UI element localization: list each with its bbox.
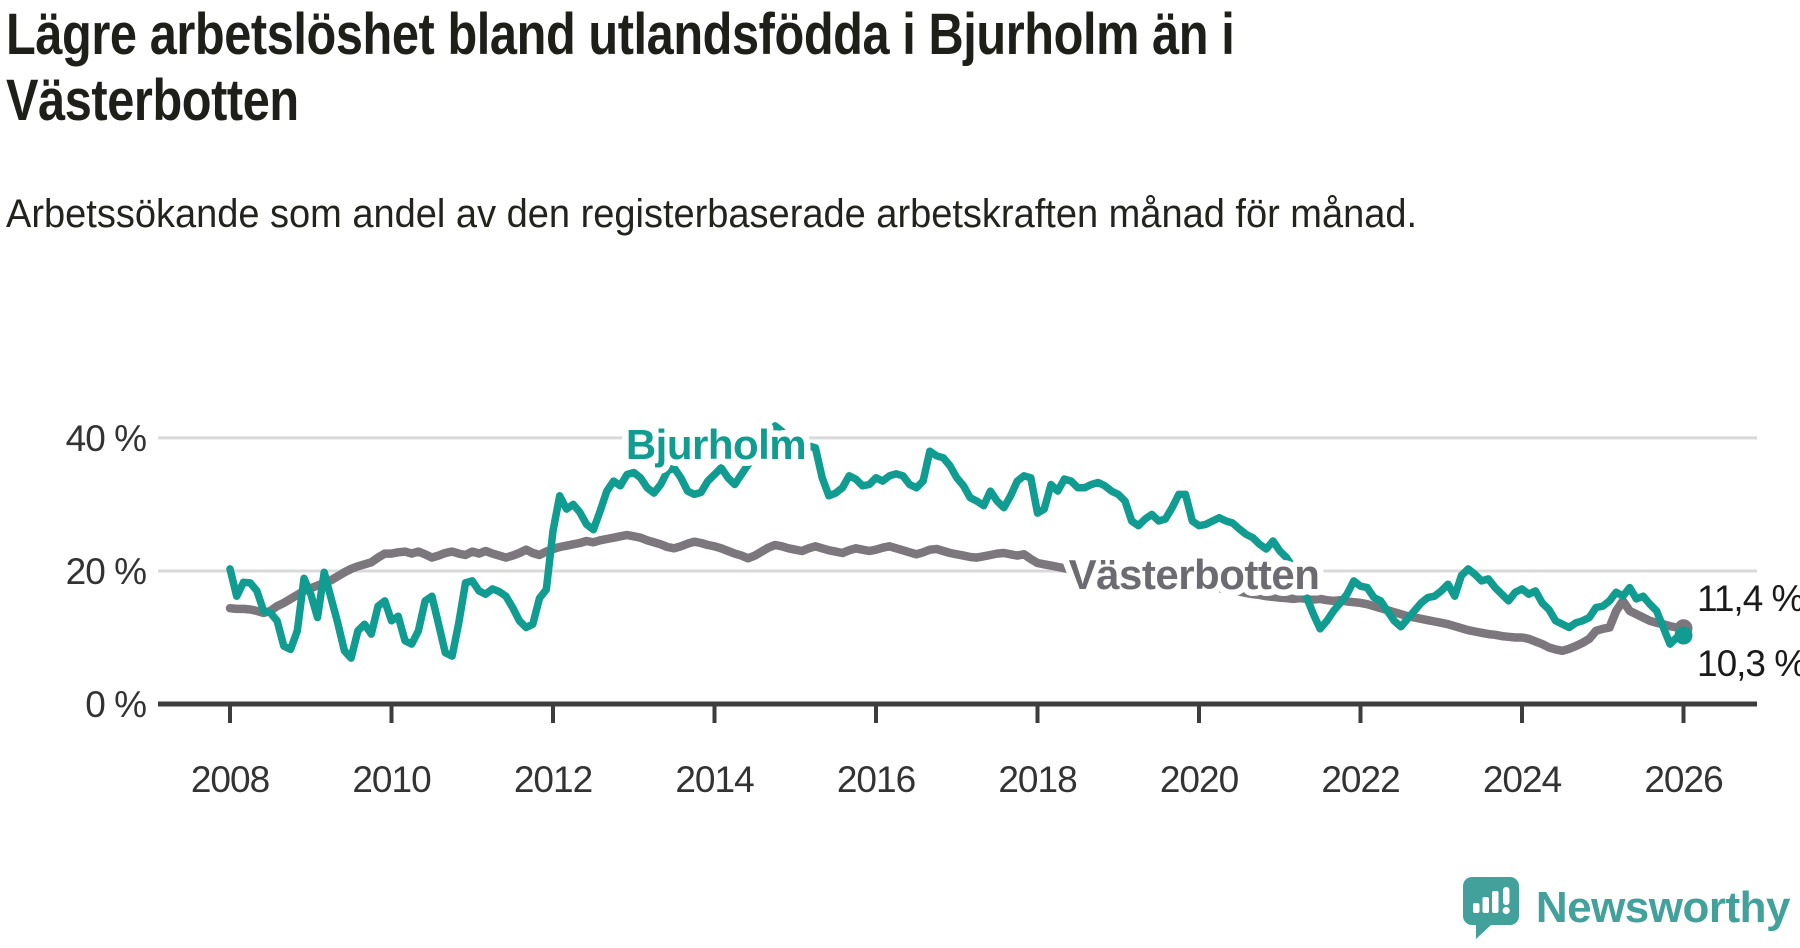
y-tick-label: 0 % [85,684,146,725]
series-line-bjurholm [226,422,1688,662]
series-label-bjurholm: Bjurholm [626,421,806,468]
end-value-label-bjurholm: 10,3 % [1697,643,1800,684]
x-tick-label: 2016 [837,759,915,800]
x-tick-label: 2018 [998,759,1076,800]
series-line-västerbotten [225,530,1688,656]
x-tick-label: 2008 [191,759,269,800]
x-tick-label: 2024 [1483,759,1562,800]
x-tick-label: 2026 [1644,759,1722,800]
y-tick-label: 20 % [66,551,146,592]
x-tick-label: 2014 [675,759,754,800]
x-tick-label: 2020 [1160,759,1239,800]
newsworthy-logo-icon [1462,877,1519,939]
series-label-västerbotten: Västerbotten [1069,551,1320,598]
x-tick-label: 2022 [1321,759,1399,800]
end-value-label-västerbotten: 11,4 % [1697,578,1800,619]
chart-subtitle: Arbetssökande som andel av den registerb… [6,192,1418,236]
footer: Newsworthy [1462,876,1791,940]
x-tick-label: 2012 [514,759,592,800]
series-end-dot-bjurholm [1674,626,1693,645]
y-tick-label: 40 % [66,418,146,459]
brand-name: Newsworthy [1535,883,1791,932]
x-tick-label: 2010 [352,759,431,800]
chart-title: Lägre arbetslöshet bland utlandsfödda i … [6,2,1235,133]
